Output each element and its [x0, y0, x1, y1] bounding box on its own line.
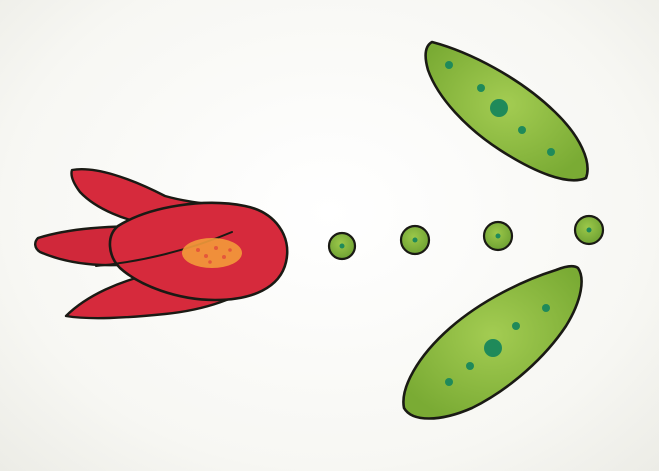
- green-dot-icon: [482, 220, 514, 252]
- top-leaf-spots: [445, 61, 555, 156]
- red-tulip-flower-icon: [34, 168, 289, 320]
- bottom-leaf-spots: [445, 304, 550, 386]
- flower-spot-specks: [196, 246, 232, 264]
- green-dot-icon: [399, 224, 431, 256]
- flower-fold-line: [95, 231, 233, 267]
- green-leaf-icon: [402, 264, 583, 420]
- green-dot-icon: [573, 214, 605, 246]
- green-dot-icon: [327, 231, 357, 261]
- green-leaf-icon: [424, 40, 589, 182]
- green-dot-row: [327, 214, 605, 261]
- flower-orange-spot: [182, 238, 242, 268]
